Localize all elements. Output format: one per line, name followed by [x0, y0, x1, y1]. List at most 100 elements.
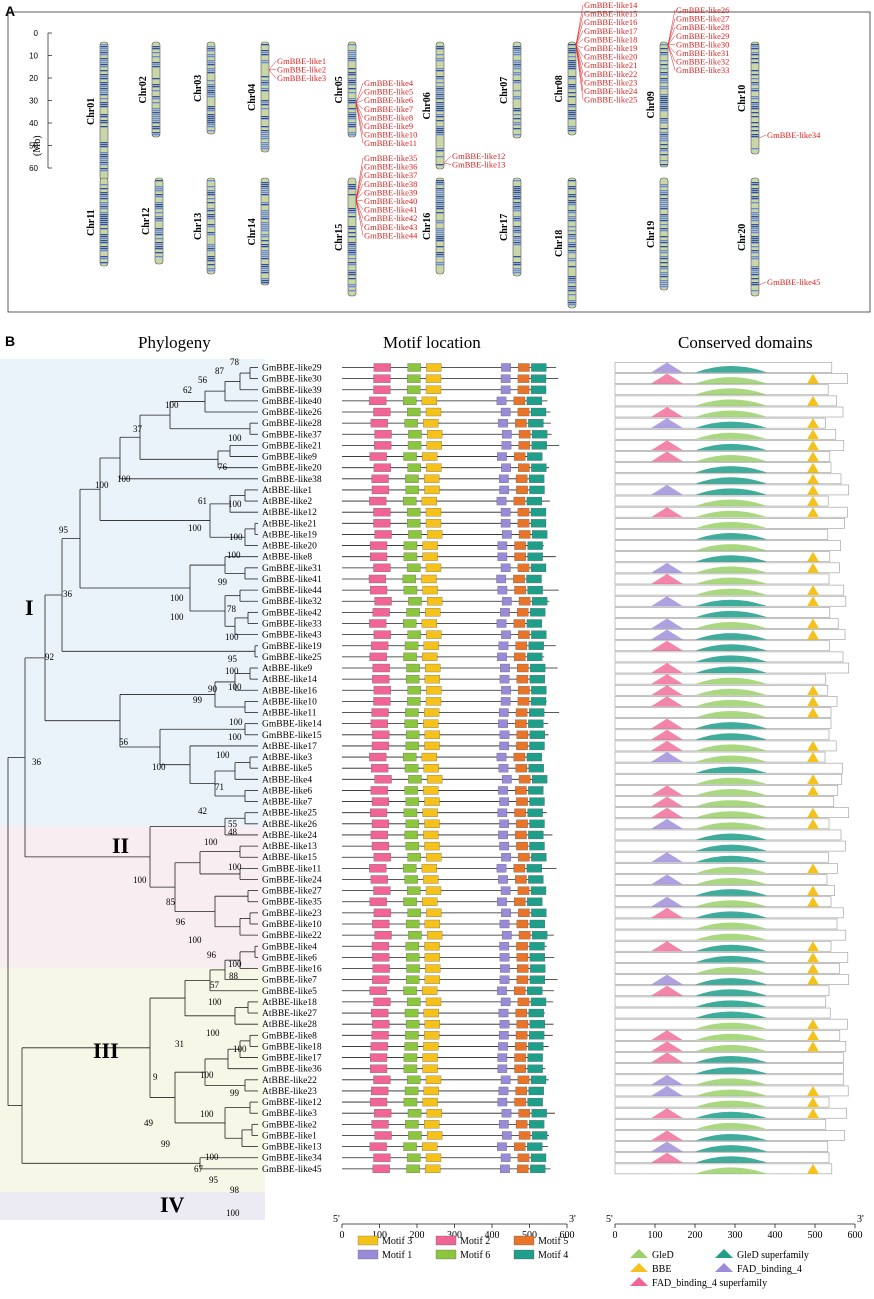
bootstrap-value: 100	[170, 593, 184, 603]
gene-label-a: GmBBE-like6	[364, 95, 413, 105]
motif-m2	[369, 1064, 388, 1073]
motif-m2	[374, 1131, 392, 1140]
motif-m3	[426, 441, 442, 450]
domain-track	[614, 1085, 849, 1097]
tree-gene-label: AtBBE-like10	[262, 697, 317, 707]
motif-track	[342, 418, 551, 428]
domain-track	[614, 1130, 845, 1141]
gene-label-a: GmBBE-like13	[452, 160, 505, 170]
bootstrap-value: 90	[208, 684, 218, 694]
motif-m1	[501, 853, 511, 862]
domain-gled	[695, 510, 767, 518]
motif-track	[342, 964, 546, 973]
clade-i-band	[0, 359, 265, 826]
domain-track	[614, 1041, 847, 1052]
motif-track	[342, 864, 557, 873]
domain-bbe	[807, 618, 819, 629]
tree-gene-label: GmBBE-like38	[262, 475, 322, 485]
motif-m4	[530, 519, 547, 528]
motif-track	[342, 1042, 549, 1051]
domain-gled	[695, 989, 767, 996]
motif-m2	[373, 363, 391, 372]
domain-gled	[695, 688, 767, 696]
domain-bbe	[807, 1163, 819, 1174]
motif-m5	[517, 563, 530, 572]
motif-m6	[407, 908, 421, 918]
tree-gene-label: GmBBE-like18	[262, 1042, 322, 1052]
gene-group-chr10: GmBBE-like34	[758, 130, 821, 140]
domain-legend: GleD GleD superfamily BBE FAD_binding_4 FAD_…	[630, 1249, 809, 1289]
chromosome-chr18: Chr18	[554, 177, 577, 309]
motif-m1	[497, 897, 507, 906]
gene-label-a: GmBBE-like26	[676, 5, 729, 15]
tree-gene-label: GmBBE-like22	[262, 931, 322, 941]
motif-m6	[403, 1097, 418, 1107]
motif-m3	[425, 563, 442, 572]
motif-m4	[527, 897, 543, 906]
motif-m4	[526, 864, 543, 873]
mb-tick-label: 30	[29, 97, 38, 106]
motif-track	[342, 1020, 554, 1029]
motif-m6	[402, 396, 417, 406]
motif-m3	[422, 1064, 438, 1073]
domain-gled	[695, 711, 767, 718]
domain-fad	[651, 629, 683, 640]
gene-label-a: GmBBE-like36	[364, 162, 417, 172]
tree-gene-label: GmBBE-like42	[262, 608, 322, 618]
motif-m3	[423, 786, 439, 795]
domain-track	[614, 807, 849, 819]
bootstrap-value: 100	[228, 862, 242, 872]
motif-m5	[516, 485, 528, 495]
bootstrap-value: 87	[215, 366, 225, 376]
domain-fad	[651, 1130, 683, 1141]
gene-label-a: GmBBE-like15	[584, 9, 637, 19]
motif-m5	[518, 930, 531, 940]
domain-track	[614, 1141, 829, 1152]
gene-label-a: GmBBE-like28	[676, 22, 729, 32]
domain-gled	[695, 722, 767, 729]
motif-m4	[528, 474, 545, 483]
domain-fad	[651, 740, 683, 751]
domain-gled	[695, 1000, 767, 1007]
motif-m2	[373, 853, 391, 862]
tree-gene-label: GmBBE-like30	[262, 375, 322, 385]
motif-m2	[373, 686, 391, 695]
domain-gled	[695, 466, 767, 473]
motif-m3	[424, 674, 441, 684]
motif-track	[342, 585, 559, 595]
motif-track	[342, 1097, 543, 1107]
motif-track	[342, 719, 549, 728]
chromosome-chr11: Chr11	[86, 177, 109, 267]
motif-m2	[369, 986, 387, 995]
motif-m5	[516, 608, 529, 617]
motif-m3	[425, 374, 442, 383]
motif-m1	[496, 864, 507, 873]
motif-m3	[421, 752, 438, 762]
domain-track	[614, 929, 847, 941]
domain-bbe	[807, 1108, 819, 1119]
motif-m2	[373, 374, 391, 383]
domain-gled	[695, 1145, 767, 1152]
domain-gled	[695, 1089, 767, 1096]
motif-m3	[425, 964, 441, 973]
domain-track	[614, 985, 830, 997]
bootstrap-value: 100	[204, 837, 218, 847]
motif-m4	[531, 530, 548, 539]
motif-m5	[515, 1086, 528, 1096]
motif-m2	[371, 1120, 389, 1129]
domain-fad	[651, 729, 683, 740]
motif-m6	[402, 864, 417, 873]
motif-track	[342, 1086, 544, 1096]
panel-b-label: B	[5, 333, 15, 349]
chromosome-label: Chr08	[554, 75, 565, 102]
motif-m3	[424, 741, 440, 751]
motif-m5	[516, 730, 529, 739]
domain-gled	[695, 755, 767, 763]
motif-m3	[426, 853, 442, 862]
motif-m3	[424, 797, 440, 806]
domain-fad	[651, 451, 683, 462]
motif-m2	[371, 1031, 389, 1040]
motif-m5	[516, 942, 528, 951]
motif-m1	[501, 775, 512, 784]
bootstrap-value: 61	[198, 496, 207, 506]
